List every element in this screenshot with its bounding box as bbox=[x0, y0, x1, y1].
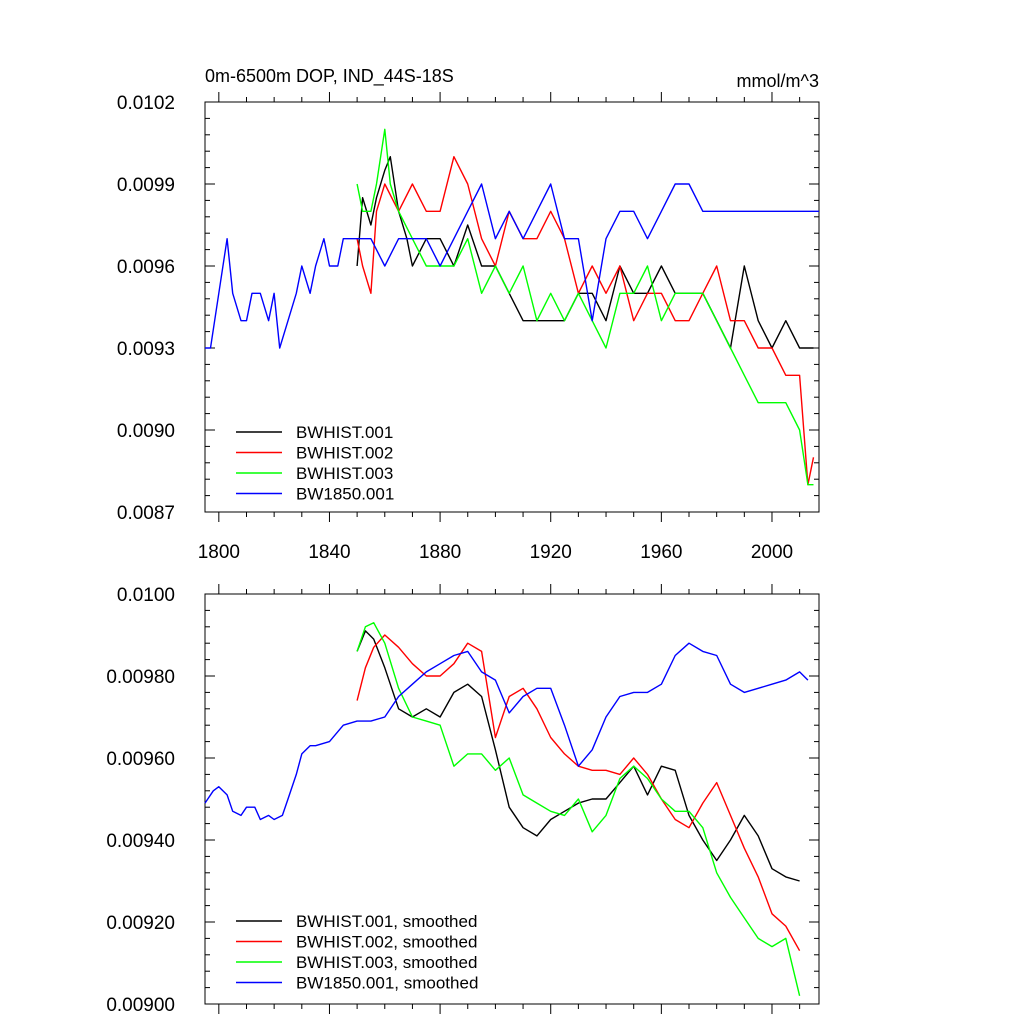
top-y-tick-label: 0.0093 bbox=[117, 339, 175, 360]
top-x-tick-label: 1960 bbox=[640, 542, 682, 563]
top-panel: 0.0087 0.0090 0.0093 0.0096 0.0099 0.0102 180… bbox=[117, 66, 820, 563]
top-x-tick-label: 1880 bbox=[419, 542, 461, 563]
bottom-series-line-4 bbox=[204, 642, 809, 821]
top-x-tick-label: 1800 bbox=[198, 542, 240, 563]
bottom-legend-label-3: BWHIST.003, smoothed bbox=[296, 953, 477, 972]
bottom-plot-frame bbox=[204, 593, 820, 1005]
top-x-tick-label: 1840 bbox=[308, 542, 350, 563]
bottom-series-line-3 bbox=[356, 622, 801, 996]
bottom-panel: 0.00900 0.00920 0.00940 0.00960 0.00980 0.010… bbox=[106, 584, 820, 1016]
top-series-line-1 bbox=[356, 155, 814, 349]
top-legend-label-2: BWHIST.002 bbox=[296, 444, 393, 463]
bottom-y-ticks: 0.00900 0.00920 0.00940 0.00960 0.00980 0.010… bbox=[106, 585, 819, 1016]
bottom-legend-label-2: BWHIST.002, smoothed bbox=[296, 933, 477, 952]
top-series-line-2 bbox=[356, 155, 815, 486]
bottom-x-ticks bbox=[218, 584, 801, 1014]
top-x-tick-label: 1920 bbox=[530, 542, 572, 563]
bottom-series-line-1 bbox=[356, 630, 800, 882]
top-y-tick-label: 0.0087 bbox=[117, 503, 175, 524]
top-legend-label-1: BWHIST.001 bbox=[296, 423, 393, 442]
top-legend-label-4: BW1850.001 bbox=[296, 485, 394, 504]
top-x-tick-label: 2000 bbox=[751, 542, 793, 563]
top-y-ticks: 0.0087 0.0090 0.0093 0.0096 0.0099 0.0102 bbox=[117, 93, 819, 524]
bottom-y-tick-label: 0.00960 bbox=[106, 749, 175, 770]
bottom-series bbox=[204, 622, 809, 996]
top-y-tick-label: 0.0090 bbox=[117, 421, 175, 442]
top-y-tick-label: 0.0099 bbox=[117, 175, 175, 196]
bottom-y-tick-label: 0.00920 bbox=[106, 913, 175, 934]
top-x-ticks: 1800 1840 1880 1920 1960 2000 bbox=[198, 92, 801, 563]
bottom-y-tick-label: 0.00900 bbox=[106, 995, 175, 1016]
top-series bbox=[205, 128, 819, 486]
top-series-line-3 bbox=[356, 128, 814, 486]
top-y-tick-label: 0.0096 bbox=[117, 257, 175, 278]
bottom-y-tick-label: 0.00980 bbox=[106, 667, 175, 688]
top-plot-frame bbox=[204, 101, 820, 513]
top-title-right: mmol/m^3 bbox=[737, 71, 819, 91]
top-series-line-4 bbox=[205, 183, 819, 349]
bottom-series-line-2 bbox=[356, 634, 801, 952]
bottom-y-tick-label: 0.00940 bbox=[106, 831, 175, 852]
bottom-legend-label-4: BW1850.001, smoothed bbox=[296, 974, 478, 993]
bottom-legend: BWHIST.001, smoothed BWHIST.002, smoothed… bbox=[236, 912, 478, 993]
top-title-left: 0m-6500m DOP, IND_44S-18S bbox=[205, 66, 454, 87]
top-y-tick-label: 0.0102 bbox=[117, 93, 175, 114]
top-legend-label-3: BWHIST.003 bbox=[296, 464, 393, 483]
bottom-y-tick-label: 0.0100 bbox=[117, 585, 175, 606]
bottom-legend-label-1: BWHIST.001, smoothed bbox=[296, 912, 477, 931]
